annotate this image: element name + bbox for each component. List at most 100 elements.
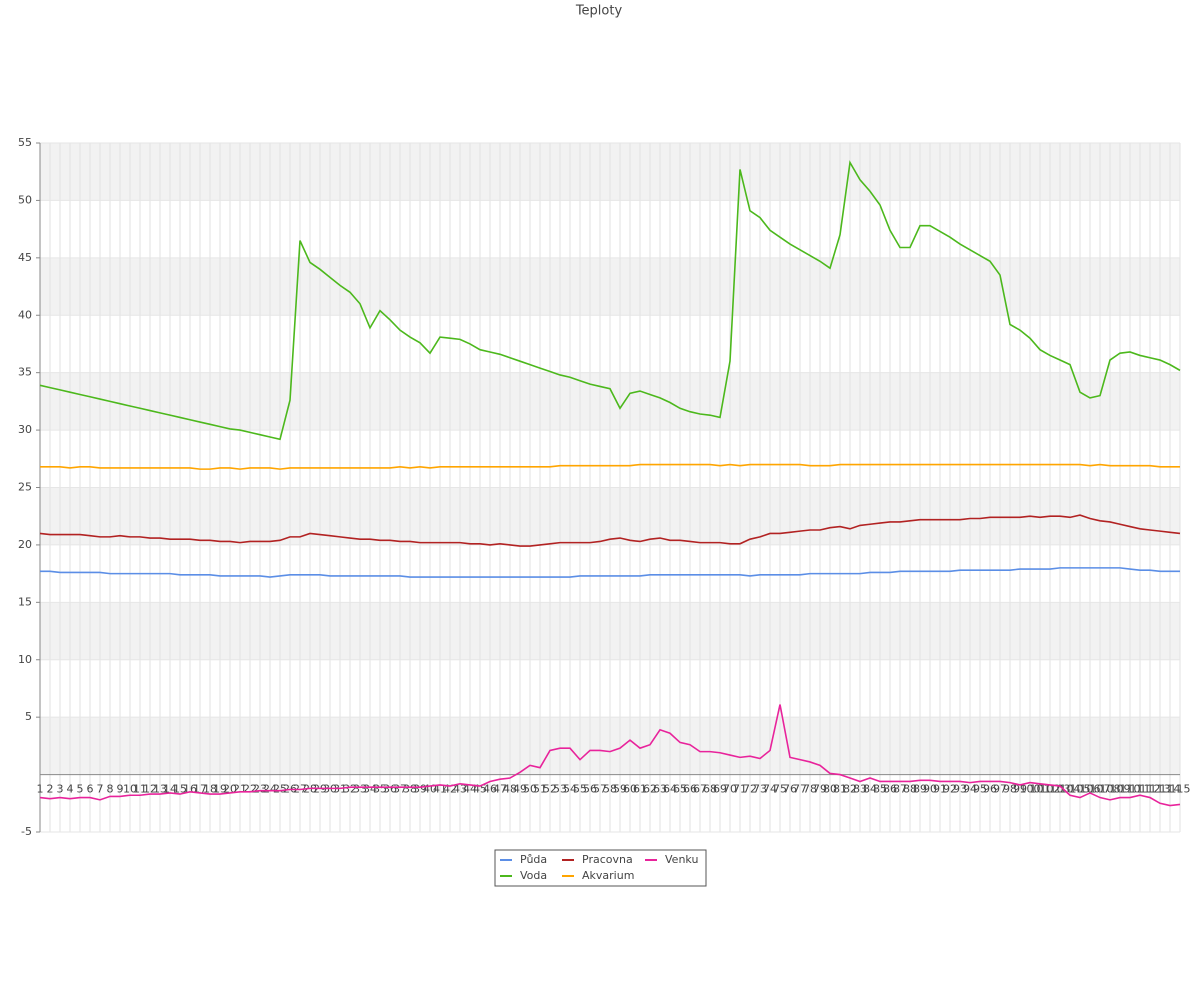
x-tick-label: 3 — [57, 783, 64, 796]
x-tick-label: 53 — [553, 783, 567, 796]
x-tick-label: 105 — [1070, 783, 1091, 796]
x-tick-label: 90 — [923, 783, 937, 796]
x-tick-label: 35 — [373, 783, 387, 796]
x-tick-label: 1 — [37, 783, 44, 796]
x-tick-label: 70 — [723, 783, 737, 796]
x-tick-label: 84 — [863, 783, 877, 796]
x-tick-label: 68 — [703, 783, 717, 796]
legend-label: Venku — [665, 853, 698, 866]
x-tick-label: 11 — [133, 783, 147, 796]
series-line — [39, 514, 1181, 547]
x-tick-label: 64 — [663, 783, 677, 796]
x-tick-label: 23 — [253, 783, 267, 796]
x-tick-label: 39 — [413, 783, 427, 796]
x-tick-label: 36 — [383, 783, 397, 796]
x-tick-label: 101 — [1030, 783, 1051, 796]
x-tick-label: 49 — [513, 783, 527, 796]
x-tick-label: 86 — [883, 783, 897, 796]
x-tick-label: 93 — [953, 783, 967, 796]
x-tick-label: 112 — [1140, 783, 1161, 796]
series-line — [40, 463, 1180, 470]
x-tick-label: 57 — [593, 783, 607, 796]
x-tick-label: 97 — [993, 783, 1007, 796]
x-tick-label: 66 — [683, 783, 697, 796]
x-tick-label: 33 — [353, 783, 367, 796]
y-tick-label: 15 — [18, 595, 32, 608]
y-tick-label: 25 — [18, 481, 32, 494]
x-tick-label: 71 — [733, 783, 747, 796]
x-tick-label: 100 — [1020, 783, 1041, 796]
x-tick-label: 99 — [1013, 783, 1027, 796]
x-tick-label: 69 — [713, 783, 727, 796]
x-tick-label: 62 — [643, 783, 657, 796]
x-tick-label: 80 — [823, 783, 837, 796]
legend-label: Voda — [520, 869, 547, 882]
x-tick-label: 77 — [793, 783, 807, 796]
x-tick-label: 50 — [523, 783, 537, 796]
x-tick-label: 6 — [87, 783, 94, 796]
x-tick-label: 7 — [97, 783, 104, 796]
x-tick-label: 15 — [173, 783, 187, 796]
x-tick-label: 110 — [1120, 783, 1141, 796]
x-tick-label: 46 — [483, 783, 497, 796]
y-tick-label: 50 — [18, 193, 32, 206]
x-tick-label: 56 — [583, 783, 597, 796]
x-tick-label: 63 — [653, 783, 667, 796]
x-tick-label: 14 — [163, 783, 177, 796]
series-line — [40, 567, 1180, 578]
x-tick-label: 107 — [1090, 783, 1111, 796]
x-tick-label: 47 — [493, 783, 507, 796]
x-tick-label: 18 — [203, 783, 217, 796]
x-tick-label: 113 — [1150, 783, 1171, 796]
x-tick-label: 111 — [1130, 783, 1151, 796]
x-tick-label: 114 — [1160, 783, 1181, 796]
x-tick-label: 72 — [743, 783, 757, 796]
x-tick-label: 4 — [67, 783, 74, 796]
x-tick-label: 59 — [613, 783, 627, 796]
x-tick-label: 9 — [117, 783, 124, 796]
legend-label: Pracovna — [582, 853, 633, 866]
x-tick-label: 91 — [933, 783, 947, 796]
x-tick-label: 106 — [1080, 783, 1101, 796]
series-line — [39, 704, 1181, 807]
y-tick-label: 35 — [18, 366, 32, 379]
x-tick-label: 98 — [1003, 783, 1017, 796]
x-tick-label: 25 — [273, 783, 287, 796]
x-tick-label: 34 — [363, 783, 377, 796]
x-tick-label: 2 — [47, 783, 54, 796]
x-tick-label: 92 — [943, 783, 957, 796]
x-tick-label: 12 — [143, 783, 157, 796]
x-tick-label: 54 — [563, 783, 577, 796]
x-tick-label: 108 — [1100, 783, 1121, 796]
x-tick-label: 61 — [633, 783, 647, 796]
y-tick-label: 10 — [18, 653, 32, 666]
x-tick-label: 24 — [263, 783, 277, 796]
series-line — [39, 160, 1181, 441]
chart-title: Teploty — [575, 4, 623, 19]
x-tick-label: 89 — [913, 783, 927, 796]
x-tick-label: 13 — [153, 783, 167, 796]
x-tick-label: 32 — [343, 783, 357, 796]
x-tick-label: 8 — [107, 783, 114, 796]
x-tick-label: 43 — [453, 783, 467, 796]
x-tick-label: 10 — [123, 783, 137, 796]
x-tick-label: 115 — [1170, 783, 1191, 796]
x-tick-label: 94 — [963, 783, 977, 796]
x-tick-label: 55 — [573, 783, 587, 796]
x-tick-label: 95 — [973, 783, 987, 796]
x-tick-label: 73 — [753, 783, 767, 796]
x-tick-label: 85 — [873, 783, 887, 796]
x-tick-label: 48 — [503, 783, 517, 796]
y-tick-label: 20 — [18, 538, 32, 551]
y-tick-label: 45 — [18, 251, 32, 264]
x-tick-label: 87 — [893, 783, 907, 796]
x-tick-label: 76 — [783, 783, 797, 796]
x-tick-label: 5 — [77, 783, 84, 796]
y-tick-label: -5 — [21, 825, 32, 838]
x-tick-label: 79 — [813, 783, 827, 796]
legend-label: Akvarium — [582, 869, 634, 882]
x-tick-label: 96 — [983, 783, 997, 796]
y-tick-label: 5 — [25, 710, 32, 723]
x-tick-label: 37 — [393, 783, 407, 796]
